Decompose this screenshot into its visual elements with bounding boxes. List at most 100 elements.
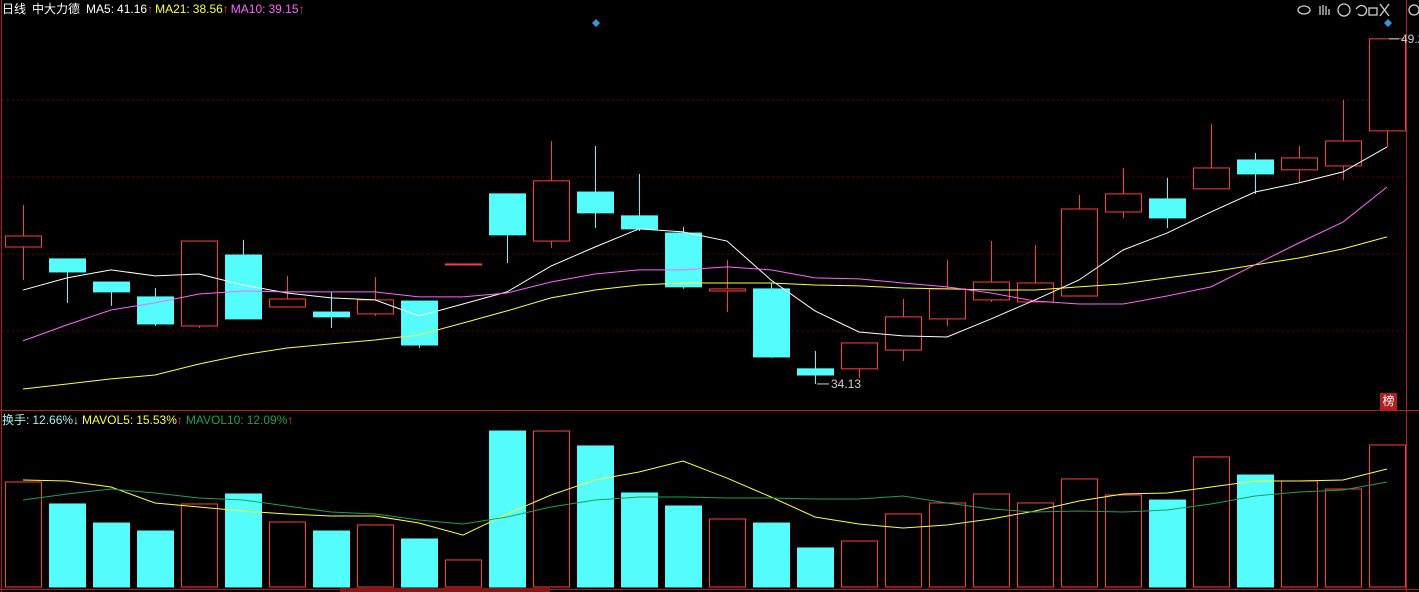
volume-bar [533,430,570,588]
volume-bar [181,503,218,588]
volume-bar [1017,502,1054,588]
chart-title: 日线 [2,2,26,16]
volume-bar [885,513,922,588]
volume-bar [225,493,262,588]
lock-icon[interactable] [1368,7,1378,16]
mavol-line [22,481,1388,525]
volume-bar [1105,494,1142,588]
volume-bar [1281,480,1318,588]
legend-name: MA21: [155,2,190,16]
candle-body [929,288,966,320]
legend-trend: ↑ [287,413,293,427]
legend-trend: ↑ [223,2,229,16]
volume-bar [489,430,526,588]
volume-bar [1193,456,1230,588]
volume-bar [753,522,790,588]
candle-body [445,263,482,266]
toolbar [1297,3,1419,17]
legend-value: 12.09% [247,413,288,427]
candle-body [5,235,42,248]
price-grid [2,99,1406,332]
legend-name: MAVOL5: [82,413,133,427]
candle-body [797,368,834,376]
volume-bar [1061,478,1098,588]
candle-body [1369,38,1406,132]
legend-name: MA5: [86,2,114,16]
candle-body [1281,157,1318,171]
volume-bar [709,518,746,588]
candle-body [401,300,438,346]
candle-body [885,316,922,351]
volume-bar [841,540,878,588]
candle-body [1061,208,1098,297]
legend-trend: ↑ [177,413,183,427]
legend-value: 41.16 [117,2,147,16]
legend-value: 38.56 [193,2,223,16]
ma-line [22,236,1388,390]
candle-body [269,298,306,308]
candle-body [181,240,218,327]
hand-icon[interactable] [1319,5,1330,15]
scissors-icon[interactable] [1379,3,1390,17]
volume-bar [973,493,1010,588]
legend-value: 15.53% [136,413,177,427]
legend-value: 39.15 [268,2,298,16]
legend-name: MA10: [231,2,266,16]
high-marker-label: 49.2 [1401,32,1419,46]
candle-body [533,180,570,242]
candle-body [313,311,350,318]
ma-line [22,186,1388,342]
candle-body [577,191,614,214]
mavol-line [22,460,1388,536]
volume-bar [401,538,438,588]
ma-line [22,146,1388,338]
low-marker-label: 34.13 [831,377,861,391]
candle-body [1105,193,1142,213]
volume-bar [665,505,702,588]
volume-bar [929,502,966,588]
volume-bar [445,559,482,588]
candle-body [841,342,878,370]
scroll-indicator [340,588,550,592]
event-marker[interactable] [592,19,600,27]
legend-value: 12.66% [32,413,73,427]
candle-body [1017,282,1054,303]
candle-body [665,232,702,288]
volume-bar [1149,499,1186,588]
legend-name: 换手: [2,413,29,427]
volume-bar [1237,474,1274,588]
volume-bar [49,503,86,588]
event-marker[interactable] [1384,19,1392,27]
eye-icon[interactable] [1297,5,1311,15]
candle-body [49,258,86,273]
volume-bar [137,530,174,588]
volume-bar [797,547,834,588]
undo-icon[interactable] [1355,4,1368,17]
candle-body [753,288,790,358]
volume-bar [1369,444,1406,588]
stock-name: 中大力德 [32,1,80,16]
badge-box[interactable] [1380,393,1397,410]
legend-name: MAVOL10: [186,413,244,427]
volume-bar [93,522,130,588]
candle-body [1237,159,1274,175]
badge[interactable]: 榜 [1382,393,1394,408]
candle-body [1193,167,1230,190]
candle-body [709,288,746,292]
candle-body [93,281,130,293]
settings-icon[interactable] [1408,4,1419,16]
legend-trend: ↑ [299,2,305,16]
volume-bar [5,481,42,588]
volume-bar [357,524,394,588]
volume-bar [577,445,614,588]
volume-bar [621,492,658,588]
candle-body [489,193,526,236]
legend-trend: ↓ [73,413,79,427]
candle-body [1149,198,1186,219]
play-icon[interactable] [1337,3,1351,17]
candle-body [357,299,394,315]
legend-trend: ↑ [147,2,153,16]
candle-body [137,296,174,325]
